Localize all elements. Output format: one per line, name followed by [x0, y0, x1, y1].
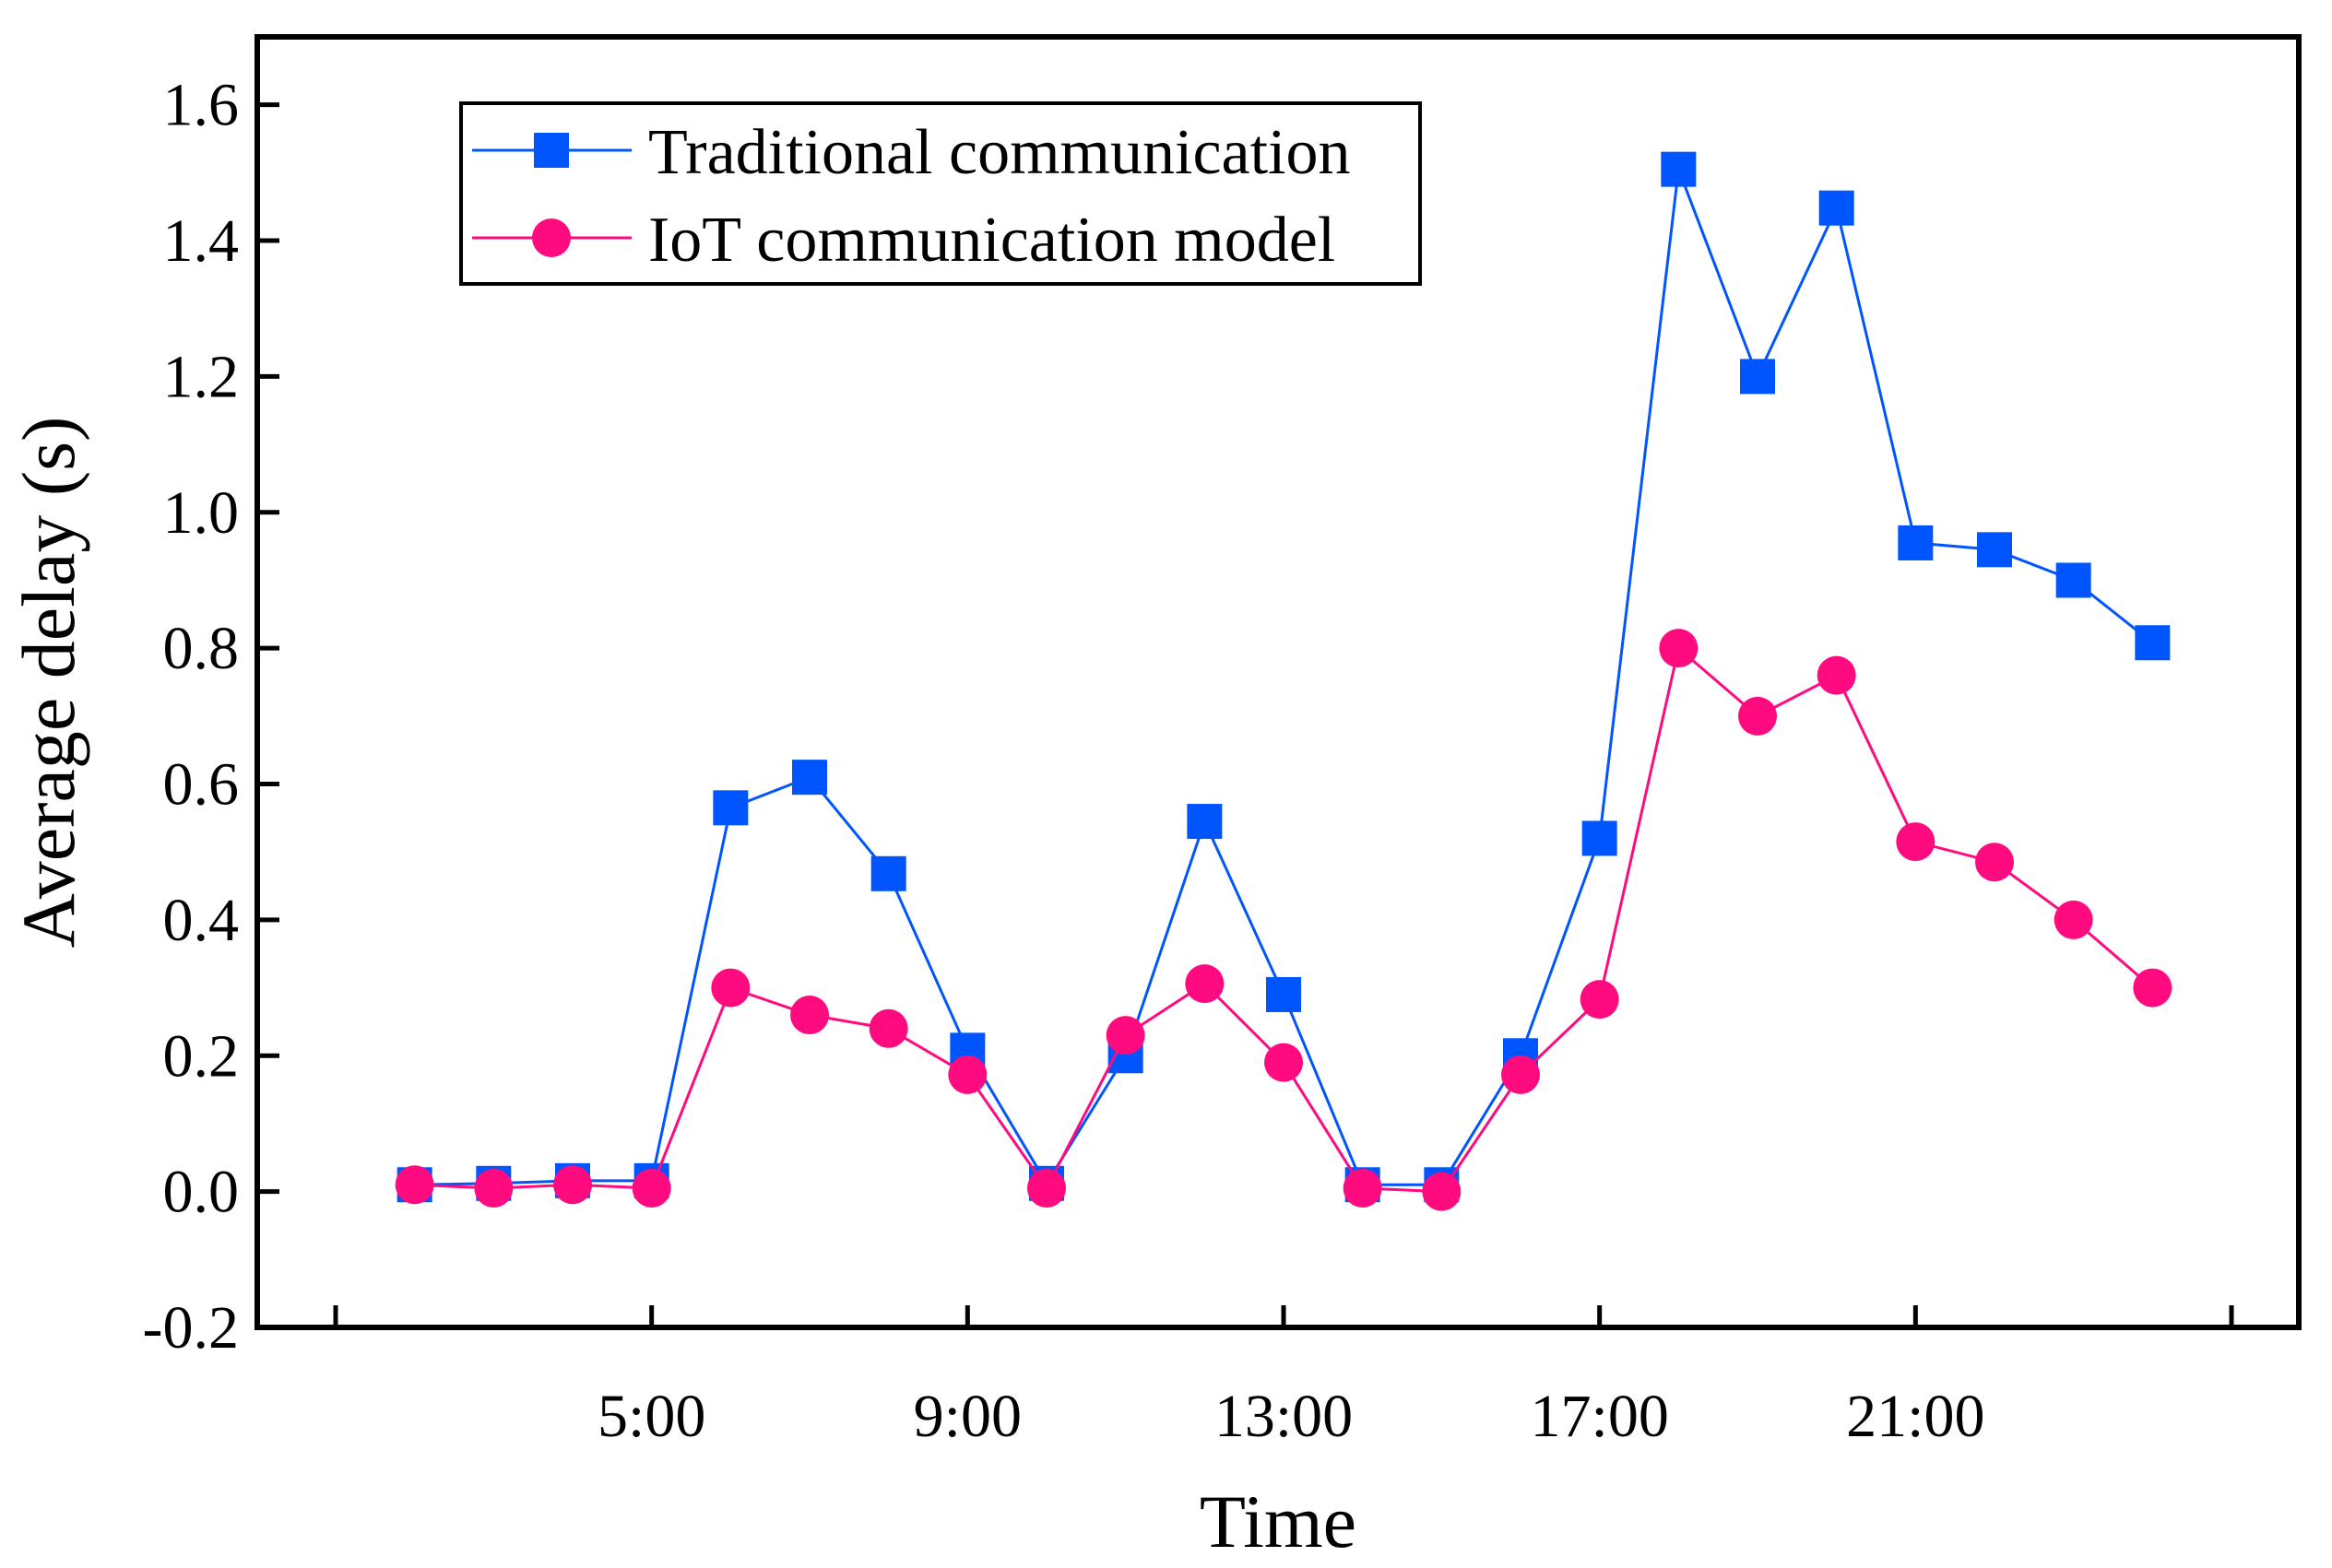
legend-label-traditional: Traditional communication	[648, 117, 1351, 188]
data-point-iot	[1817, 655, 1856, 695]
legend-box	[459, 101, 1422, 286]
x-tick-label: 13:00	[1214, 1383, 1353, 1450]
x-axis-title: Time	[1200, 1480, 1356, 1563]
x-axis: 5:00 9:00 13:00 17:00 21:00	[333, 1305, 2234, 1450]
legend-marker-circle	[532, 218, 571, 257]
data-point-iot	[1896, 822, 1935, 862]
data-point-iot	[869, 1008, 908, 1048]
y-axis-title: Average delay (s)	[6, 417, 90, 949]
data-point-iot	[1659, 629, 1699, 668]
data-point-iot	[2133, 968, 2172, 1008]
data-point-traditional	[1740, 359, 1775, 395]
plot-frame	[255, 34, 2302, 1330]
data-point-iot	[1027, 1168, 1066, 1208]
x-tick-label: 9:00	[914, 1383, 1022, 1450]
data-point-iot	[711, 968, 751, 1008]
data-point-iot	[2054, 900, 2093, 939]
data-point-iot	[1185, 964, 1225, 1004]
data-point-iot	[474, 1168, 514, 1208]
data-point-iot	[1106, 1016, 1145, 1055]
data-point-iot	[790, 996, 829, 1035]
series-line-iot	[414, 645, 2154, 1194]
data-point-iot	[1738, 696, 1777, 736]
data-point-traditional	[1977, 532, 2012, 568]
data-point-iot	[395, 1165, 434, 1205]
data-point-traditional	[2135, 625, 2171, 661]
y-tick-label: 0.4	[163, 887, 240, 954]
data-point-iot	[1264, 1043, 1303, 1082]
y-tick-label: 1.2	[163, 343, 240, 410]
y-tick-label: 1.4	[163, 207, 240, 275]
data-point-iot	[948, 1055, 988, 1094]
data-point-iot	[1501, 1055, 1540, 1094]
data-point-traditional	[1581, 820, 1617, 856]
data-point-iot	[1580, 980, 1619, 1020]
data-point-traditional	[1266, 976, 1301, 1012]
legend-marker-square	[534, 133, 569, 168]
legend: Traditional communication IoT communicat…	[459, 101, 1422, 286]
y-tick-label: 0.2	[163, 1022, 240, 1090]
data-point-iot	[1975, 843, 2014, 882]
data-point-traditional	[1661, 151, 1697, 187]
data-point-traditional	[1187, 804, 1223, 840]
y-tick-label: 1.0	[163, 479, 240, 547]
data-point-iot	[1422, 1172, 1462, 1211]
y-tick-label: 1.6	[163, 72, 240, 139]
data-point-traditional	[870, 855, 906, 891]
data-point-traditional	[1898, 525, 1934, 560]
data-point-traditional	[2055, 562, 2091, 598]
data-point-traditional	[713, 790, 749, 826]
data-point-traditional	[1818, 190, 1854, 226]
series-line-traditional	[414, 169, 2154, 1186]
y-tick-label: 0.8	[163, 615, 240, 682]
legend-label-iot: IoT communication model	[648, 205, 1335, 276]
data-point-traditional	[792, 760, 827, 796]
data-point-iot	[1343, 1168, 1382, 1208]
y-tick-label: 0.0	[163, 1159, 240, 1226]
y-axis: -0.2 0.0 0.2 0.4 0.6 0.8 1.0 1.2 1.4 1.6	[143, 72, 279, 1362]
x-tick-label: 21:00	[1846, 1383, 1984, 1450]
y-tick-label: -0.2	[143, 1294, 239, 1362]
x-tick-label: 5:00	[598, 1383, 705, 1450]
x-tick-label: 17:00	[1530, 1383, 1668, 1450]
series-layer	[395, 151, 2172, 1211]
y-tick-label: 0.6	[163, 751, 240, 819]
data-point-iot	[553, 1165, 592, 1205]
data-point-iot	[632, 1168, 671, 1208]
